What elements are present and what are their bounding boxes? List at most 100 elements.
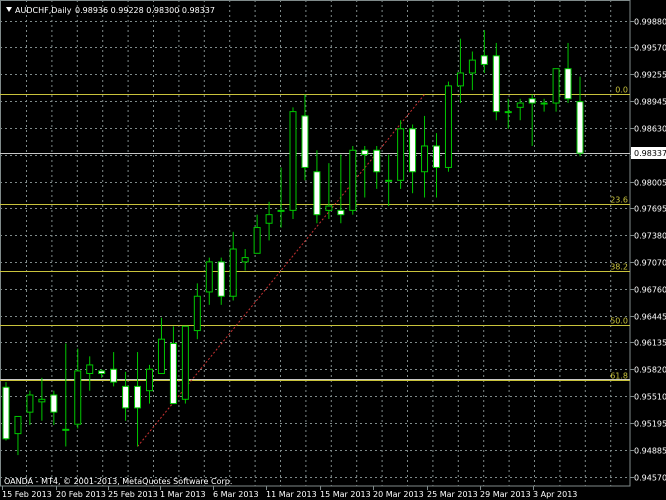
candle-body-bull: [456, 72, 464, 87]
candle-body-bear: [492, 55, 500, 113]
candle[interactable]: [492, 42, 500, 121]
candle-body-bear: [110, 368, 118, 383]
candle-body-bear: [361, 149, 369, 156]
y-tick-label: 0.97070: [634, 259, 666, 268]
candle[interactable]: [421, 115, 429, 198]
candle[interactable]: [241, 249, 249, 271]
candle[interactable]: [540, 98, 548, 112]
y-tick-label: 0.98945: [634, 98, 666, 107]
candle-body-bear: [134, 385, 142, 409]
candle[interactable]: [301, 94, 309, 181]
candle[interactable]: [361, 145, 369, 198]
candle-body-bull: [146, 368, 153, 392]
candle[interactable]: [277, 167, 285, 228]
candle[interactable]: [229, 231, 237, 301]
candle-body-bear: [373, 149, 381, 173]
candle[interactable]: [385, 154, 393, 207]
candle[interactable]: [14, 415, 22, 456]
candle[interactable]: [468, 51, 476, 91]
y-tick-label: 0.97380: [634, 232, 666, 241]
candle[interactable]: [337, 154, 345, 224]
candle[interactable]: [397, 120, 405, 189]
candle-body-bear: [122, 385, 130, 409]
candle[interactable]: [444, 81, 452, 172]
candle-body-bear: [50, 394, 58, 413]
candle[interactable]: [122, 371, 130, 421]
candle[interactable]: [217, 257, 225, 305]
fib-trendline[interactable]: [137, 94, 425, 447]
candle[interactable]: [528, 94, 536, 146]
candles: [2, 30, 584, 456]
candle[interactable]: [181, 325, 189, 404]
candle[interactable]: [193, 283, 201, 340]
candle[interactable]: [134, 352, 142, 447]
candle[interactable]: [169, 326, 177, 405]
candle[interactable]: [62, 343, 70, 447]
y-tick-label: 0.96760: [634, 286, 666, 295]
candle[interactable]: [253, 214, 261, 254]
candle[interactable]: [146, 364, 153, 404]
candle[interactable]: [313, 150, 321, 224]
y-tick-label: 0.95820: [634, 366, 666, 375]
candle[interactable]: [456, 38, 464, 104]
y-tick-label: 0.95510: [634, 393, 666, 402]
candle[interactable]: [265, 201, 273, 241]
x-tick-label: 3 Apr 2013: [533, 490, 577, 499]
candle-body-bear: [169, 342, 177, 405]
candle-body-bear: [301, 115, 309, 168]
fib-level-label: 0.0: [615, 86, 628, 95]
candle-body-bull: [552, 68, 560, 104]
candle[interactable]: [74, 348, 82, 429]
candle-body-bull: [277, 209, 285, 212]
candle[interactable]: [564, 42, 572, 104]
candle-body-bear: [480, 55, 488, 65]
candle[interactable]: [504, 98, 512, 129]
candle[interactable]: [480, 30, 488, 73]
x-tick-label: 20 Mar 2013: [373, 490, 424, 499]
candle-body-bear: [313, 171, 321, 216]
triangle-down-icon[interactable]: [6, 7, 12, 12]
candle[interactable]: [409, 124, 417, 194]
candle[interactable]: [349, 145, 357, 215]
candle-body-bull: [241, 257, 249, 263]
candle-body-bear: [2, 386, 10, 440]
candle-body-bear: [409, 128, 417, 173]
copyright-label: OANDA - MT4, © 2001-2013, MetaQuotes Sof…: [4, 477, 232, 486]
candle[interactable]: [50, 390, 58, 426]
candle[interactable]: [86, 356, 94, 391]
candle-body-bull: [205, 261, 213, 293]
candle[interactable]: [157, 317, 165, 375]
candle-body-bull: [253, 227, 261, 254]
candle[interactable]: [98, 369, 106, 378]
candle[interactable]: [373, 145, 381, 189]
candle-body-bull: [157, 338, 165, 375]
y-tick-label: 0.99570: [634, 44, 666, 53]
candle[interactable]: [325, 163, 333, 219]
candle-body-bear: [98, 370, 106, 375]
x-tick-label: 11 Mar 2013: [266, 490, 317, 499]
candle[interactable]: [38, 377, 46, 421]
grid: [0, 0, 631, 487]
x-tick-label: 6 Mar 2013: [213, 490, 259, 499]
fib-level-label: 38.2: [610, 263, 628, 272]
candle[interactable]: [552, 68, 560, 112]
candle[interactable]: [516, 98, 524, 121]
candle[interactable]: [576, 76, 584, 157]
candle-body-bull: [181, 325, 189, 400]
candle-body-bull: [289, 111, 297, 211]
candle-body-bull: [397, 128, 405, 181]
x-tick-label: 25 Feb 2013: [108, 490, 158, 499]
candle[interactable]: [433, 133, 440, 198]
y-tick-label: 0.98005: [634, 179, 666, 188]
candle[interactable]: [110, 352, 118, 387]
current-price-label: 0.98337: [634, 149, 666, 158]
candle-body-bull: [540, 102, 548, 105]
candle[interactable]: [2, 382, 10, 441]
candle[interactable]: [289, 107, 297, 219]
candle-body-bull: [385, 179, 393, 182]
candle[interactable]: [26, 390, 34, 426]
y-tick-label: 0.95195: [634, 420, 666, 429]
candle[interactable]: [205, 257, 213, 305]
price-axis: 0.99880 0.99570 0.99255 0.98945 0.98630 0.983…: [630, 18, 666, 483]
